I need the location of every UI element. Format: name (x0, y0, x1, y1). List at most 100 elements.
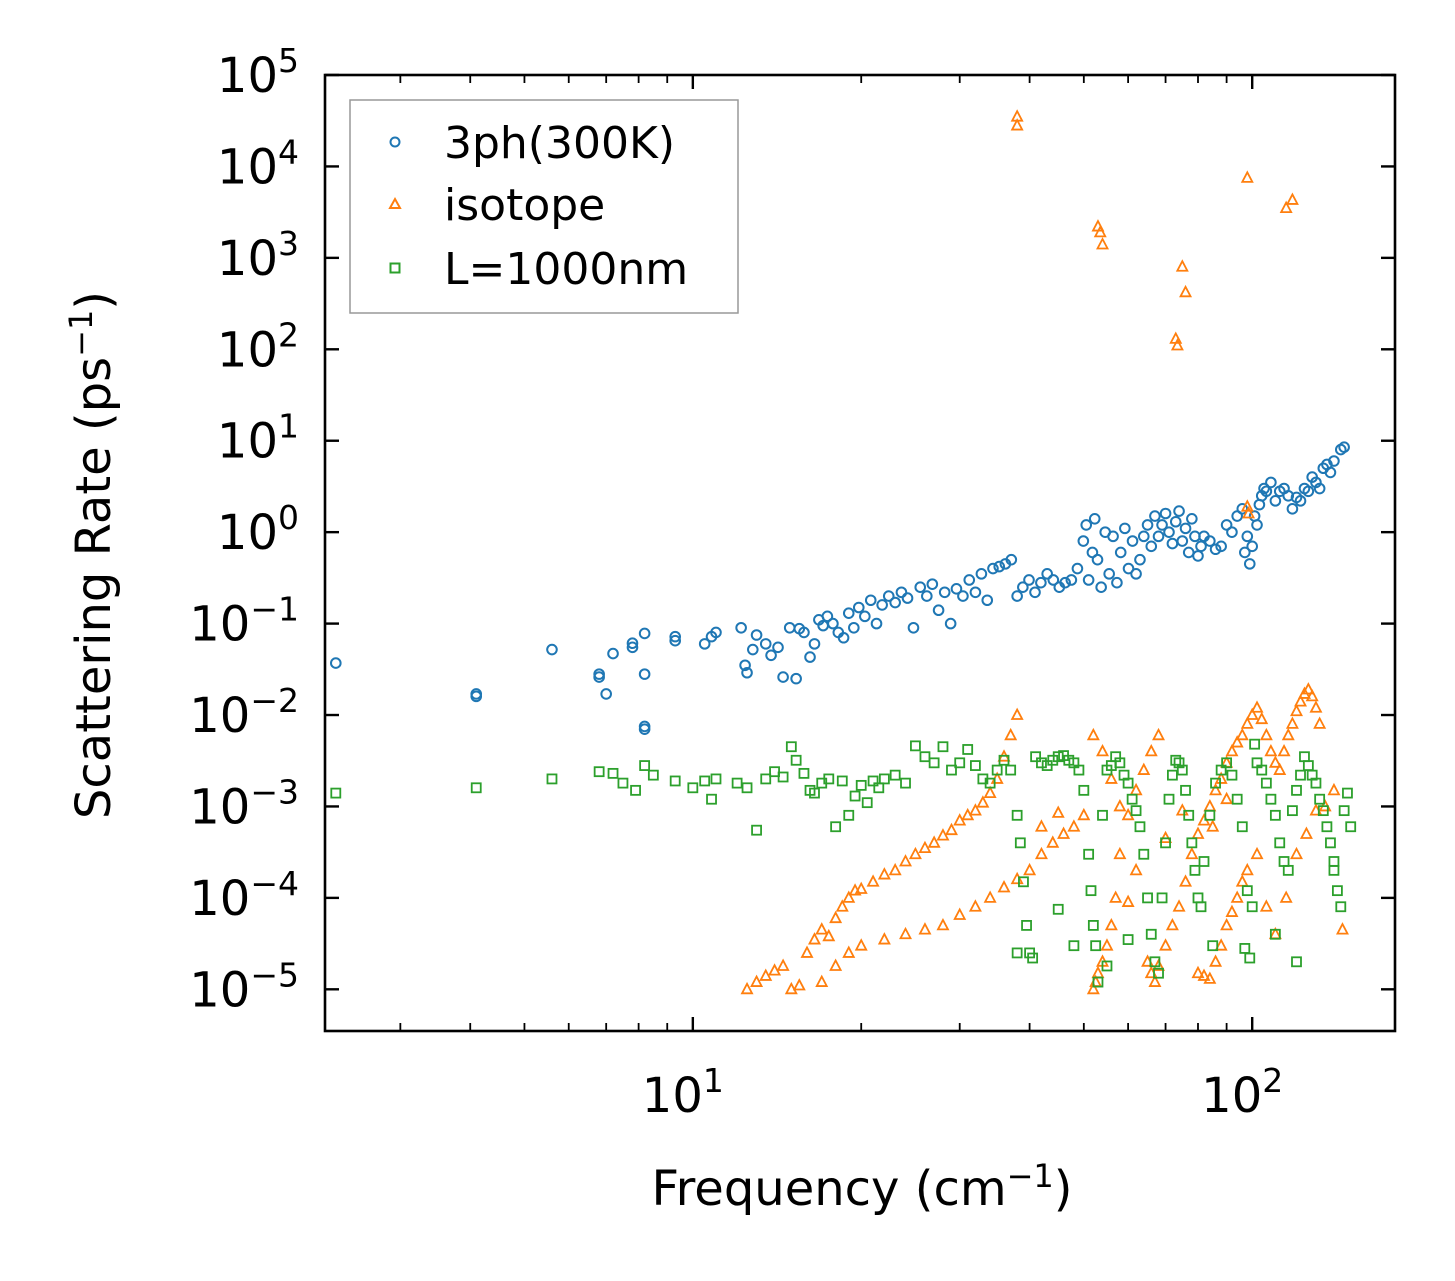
data-point-3ph (895, 586, 908, 599)
data-point-boundary (546, 773, 558, 785)
data-point-boundary (1073, 764, 1085, 776)
data-point-3ph (638, 627, 651, 640)
data-point-boundary (1011, 809, 1023, 821)
data-point-boundary (1101, 960, 1113, 972)
data-point-isotope (1046, 835, 1060, 848)
data-point-boundary (1173, 757, 1185, 769)
data-point-3ph (1130, 568, 1142, 580)
data-point-3ph (698, 638, 711, 650)
data-point-boundary (741, 782, 753, 794)
data-point-isotope (1093, 224, 1107, 238)
data-point-isotope (1220, 791, 1234, 805)
data-point-boundary (1256, 764, 1268, 776)
data-point-isotope (1109, 890, 1123, 903)
data-point-3ph (1047, 574, 1060, 586)
data-point-3ph (765, 649, 777, 662)
data-point-isotope (1159, 938, 1173, 951)
data-point-boundary (1325, 837, 1336, 849)
data-point-isotope (1235, 727, 1249, 741)
data-point-boundary (1087, 920, 1099, 931)
data-point-isotope (842, 945, 856, 958)
data-point-3ph (889, 596, 901, 609)
data-point-boundary (1170, 754, 1182, 766)
data-point-3ph (1059, 576, 1071, 589)
data-point-3ph (932, 604, 945, 617)
data-point-3ph (852, 601, 865, 614)
axis-ticks: 105 104 103 102 101 100 10−1 10−2 10−3 10−4 10−5 10… (189, 41, 1395, 1124)
data-point-isotope (1214, 938, 1228, 951)
data-point-isotope (1309, 700, 1323, 713)
data-point-isotope (1137, 762, 1151, 775)
data-point-isotope (1301, 682, 1315, 695)
data-point-isotope (1165, 917, 1179, 931)
data-point-3ph (669, 634, 682, 647)
data-point-boundary (1310, 777, 1322, 789)
data-point-isotope (1113, 846, 1127, 860)
data-point-3ph (1269, 495, 1282, 507)
data-point-isotope (1242, 506, 1256, 519)
x-tick-label: 102 (1201, 1061, 1283, 1124)
data-point-boundary (855, 779, 867, 791)
data-point-isotope (1273, 762, 1287, 775)
data-point-isotope (807, 932, 821, 945)
data-point-boundary (710, 773, 722, 785)
series-3ph (329, 441, 1350, 735)
x-tick-label: 101 (642, 1061, 724, 1124)
data-point-3ph (739, 659, 751, 672)
data-point-3ph (938, 586, 951, 599)
data-point-isotope (1152, 727, 1166, 741)
data-point-isotope (983, 785, 997, 798)
data-point-boundary (1265, 793, 1277, 805)
data-point-3ph (876, 599, 888, 611)
data-point-isotope (1086, 981, 1100, 995)
data-point-isotope (1179, 874, 1193, 887)
data-point-isotope (1240, 170, 1254, 183)
data-point-isotope (944, 822, 958, 836)
data-point-3ph (1176, 535, 1189, 547)
data-point-3ph (607, 647, 619, 660)
data-point-boundary (1130, 805, 1142, 817)
data-point-3ph (1082, 574, 1095, 586)
data-point-isotope (1294, 694, 1308, 707)
data-point-boundary (1018, 876, 1029, 888)
data-point-boundary (1083, 848, 1095, 860)
data-point-isotope (740, 981, 754, 995)
data-point-3ph (1134, 553, 1146, 566)
legend-label-isotope: isotope (444, 180, 605, 231)
data-point-isotope (815, 922, 829, 935)
data-point-isotope (1281, 727, 1295, 741)
data-point-isotope (1144, 743, 1158, 757)
data-point-isotope (927, 835, 941, 848)
data-point-isotope (1230, 735, 1244, 748)
data-point-3ph (914, 581, 927, 594)
data-point-3ph (1156, 519, 1168, 531)
data-point-boundary (1249, 738, 1261, 750)
data-point-isotope (1225, 743, 1239, 757)
y-tick-label: 10−1 (189, 590, 299, 653)
data-point-isotope (1279, 200, 1293, 214)
data-point-3ph (1324, 466, 1337, 479)
data-point-boundary (1163, 793, 1175, 805)
data-point-3ph (1209, 543, 1222, 556)
data-point-boundary (1269, 928, 1281, 940)
data-point-boundary (1328, 856, 1340, 867)
data-point-3ph (759, 638, 772, 650)
data-point-boundary (777, 771, 789, 783)
data-point-isotope (1245, 707, 1259, 720)
data-point-boundary (1274, 837, 1286, 849)
data-point-boundary (760, 773, 772, 785)
data-point-3ph (1173, 505, 1185, 517)
data-point-isotope (829, 910, 843, 924)
data-point-boundary (1122, 777, 1134, 789)
data-point-3ph (1126, 535, 1139, 547)
data-point-3ph (626, 641, 639, 654)
data-point-isotope (983, 890, 997, 903)
data-point-3ph (1195, 540, 1207, 553)
data-point-isotope (1129, 862, 1143, 876)
data-point-isotope (822, 928, 836, 942)
data-point-3ph (1204, 535, 1216, 547)
data-point-3ph (1145, 540, 1158, 553)
data-point-isotope (1121, 894, 1135, 907)
data-point-boundary (593, 766, 605, 778)
data-point-boundary (836, 775, 848, 787)
